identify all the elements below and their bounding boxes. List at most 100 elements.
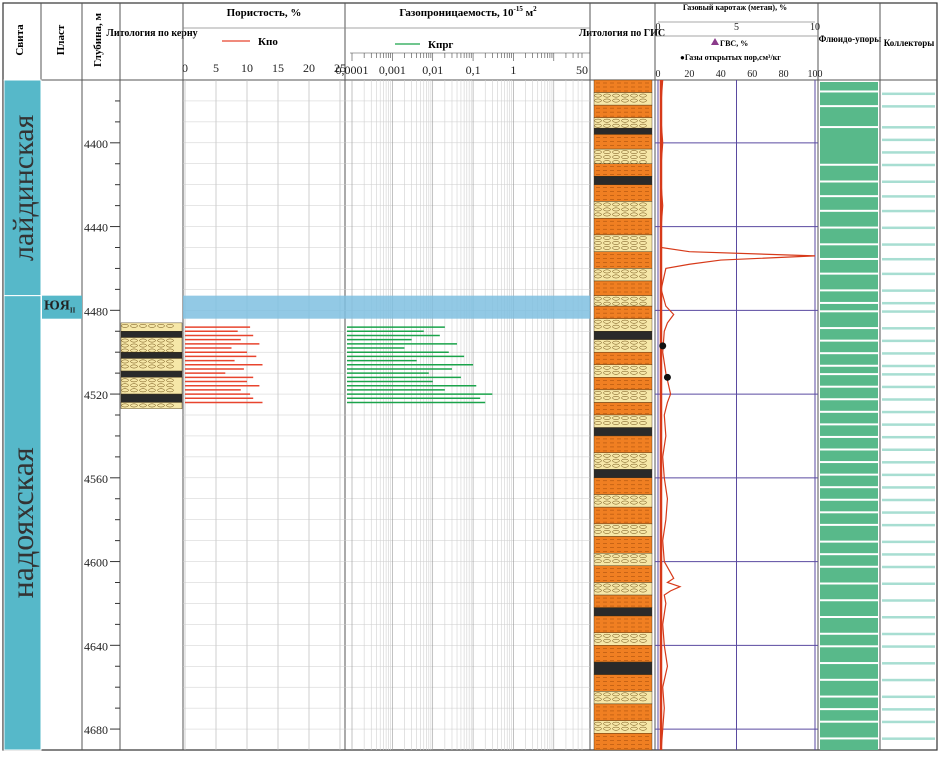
legend-triangle-gvs — [711, 38, 719, 45]
lith-pattern-mark — [594, 301, 602, 306]
lith-pattern-mark — [594, 633, 602, 638]
lith-pattern-mark — [630, 530, 638, 534]
fluid-seal-gap — [820, 523, 878, 526]
lith-pattern-mark — [612, 93, 620, 98]
formation-label: лайдинская — [7, 114, 40, 260]
lith-pattern-mark — [603, 396, 611, 400]
lith-pattern-mark — [639, 525, 647, 529]
lith-pattern-mark — [639, 416, 647, 420]
lith-pattern-mark — [630, 319, 638, 324]
lith-pattern-mark — [603, 559, 611, 564]
lith-pattern-mark — [639, 726, 647, 731]
header-lith-core: Литология по керну — [106, 28, 197, 39]
lith-pattern-mark — [639, 212, 647, 217]
lith-pattern-mark — [148, 343, 156, 348]
lith-pattern-mark — [166, 343, 174, 348]
collector-band — [882, 511, 935, 514]
gis-lithology-layer — [593, 127, 653, 135]
gis-lithology-layer — [593, 217, 653, 236]
lith-pattern-mark — [621, 98, 629, 103]
lith-pattern-mark — [594, 365, 602, 370]
lith-pattern-mark — [594, 559, 602, 564]
lith-pattern-mark — [594, 241, 602, 245]
lith-pattern-mark — [621, 530, 629, 534]
lith-pattern-mark — [594, 93, 602, 98]
lith-pattern-mark — [612, 559, 620, 564]
gis-lithology-layer — [593, 703, 653, 721]
lith-pattern-mark — [639, 421, 647, 425]
lith-pattern-mark — [639, 241, 647, 245]
fluid-seal-gap — [820, 486, 878, 489]
fluid-seal-gap — [820, 352, 878, 355]
lith-pattern-mark — [594, 391, 602, 395]
lith-pattern-mark — [612, 726, 620, 731]
collector-band — [882, 708, 935, 711]
gas-pore-point — [663, 373, 671, 381]
lith-pattern-mark — [612, 583, 620, 588]
lith-pattern-mark — [639, 453, 647, 458]
lith-pattern-mark — [621, 155, 629, 159]
lith-pattern-mark — [130, 383, 138, 388]
header-gvs: ГВС, % — [720, 39, 748, 48]
lith-pattern-mark — [148, 383, 156, 388]
lith-pattern-mark — [594, 296, 602, 301]
lith-pattern-mark — [121, 338, 129, 343]
lith-pattern-mark — [639, 583, 647, 588]
lith-pattern-mark — [603, 274, 611, 279]
gas-bottom-tick-label: 20 — [684, 69, 694, 80]
lith-pattern-mark — [621, 241, 629, 245]
fluid-seal-gap — [820, 410, 878, 413]
lith-pattern-mark — [621, 726, 629, 731]
lith-pattern-mark — [639, 123, 647, 128]
fluid-seal-gap — [820, 373, 878, 376]
collector-band — [882, 616, 935, 619]
lith-pattern-mark — [148, 359, 156, 364]
lith-pattern-mark — [639, 269, 647, 274]
lith-pattern-mark — [612, 500, 620, 505]
lith-pattern-mark — [594, 726, 602, 731]
collector-band — [882, 301, 935, 305]
lith-pattern-mark — [121, 378, 129, 383]
collector-band — [882, 126, 935, 129]
lith-pattern-mark — [630, 345, 638, 350]
lith-pattern-mark — [630, 150, 638, 154]
lith-pattern-mark — [621, 269, 629, 274]
collector-band — [882, 398, 935, 401]
gas-bottom-tick-label: 40 — [716, 69, 726, 80]
lith-pattern-mark — [612, 458, 620, 463]
fluid-seal-gap — [820, 339, 878, 342]
lith-pattern-mark — [621, 525, 629, 529]
lith-pattern-mark — [630, 241, 638, 245]
lith-pattern-mark — [603, 721, 611, 726]
lith-pattern-mark — [612, 633, 620, 638]
lith-pattern-mark — [612, 319, 620, 324]
collector-band — [882, 486, 935, 489]
gis-lithology-layer — [593, 134, 653, 150]
lith-pattern-mark — [603, 421, 611, 425]
gis-lithology-layer — [593, 351, 653, 365]
lith-pattern-mark — [166, 403, 174, 408]
lith-pattern-mark — [630, 633, 638, 638]
lith-pattern-mark — [139, 324, 147, 328]
lith-pattern-mark — [594, 155, 602, 159]
lith-pattern-mark — [594, 554, 602, 559]
collector-band — [882, 448, 935, 451]
depth-label: 4640 — [84, 639, 108, 653]
collector-band — [882, 553, 935, 556]
lith-pattern-mark — [603, 296, 611, 301]
fluid-seal-gap — [820, 708, 878, 711]
fluid-seal-gap — [820, 565, 878, 568]
lith-pattern-mark — [603, 212, 611, 217]
lith-pattern-mark — [639, 396, 647, 400]
fluid-seal-gap — [820, 511, 878, 514]
lith-pattern-mark — [630, 370, 638, 375]
lith-pattern-mark — [621, 583, 629, 588]
lith-pattern-mark — [612, 721, 620, 726]
lith-pattern-mark — [621, 207, 629, 212]
header-collectors: Коллекторы — [884, 38, 935, 48]
gis-lithology-layer — [593, 402, 653, 416]
fluid-seal-gap — [820, 385, 878, 388]
lith-pattern-mark — [594, 319, 602, 324]
fluid-seal-gap — [820, 105, 878, 108]
lith-pattern-mark — [621, 123, 629, 128]
